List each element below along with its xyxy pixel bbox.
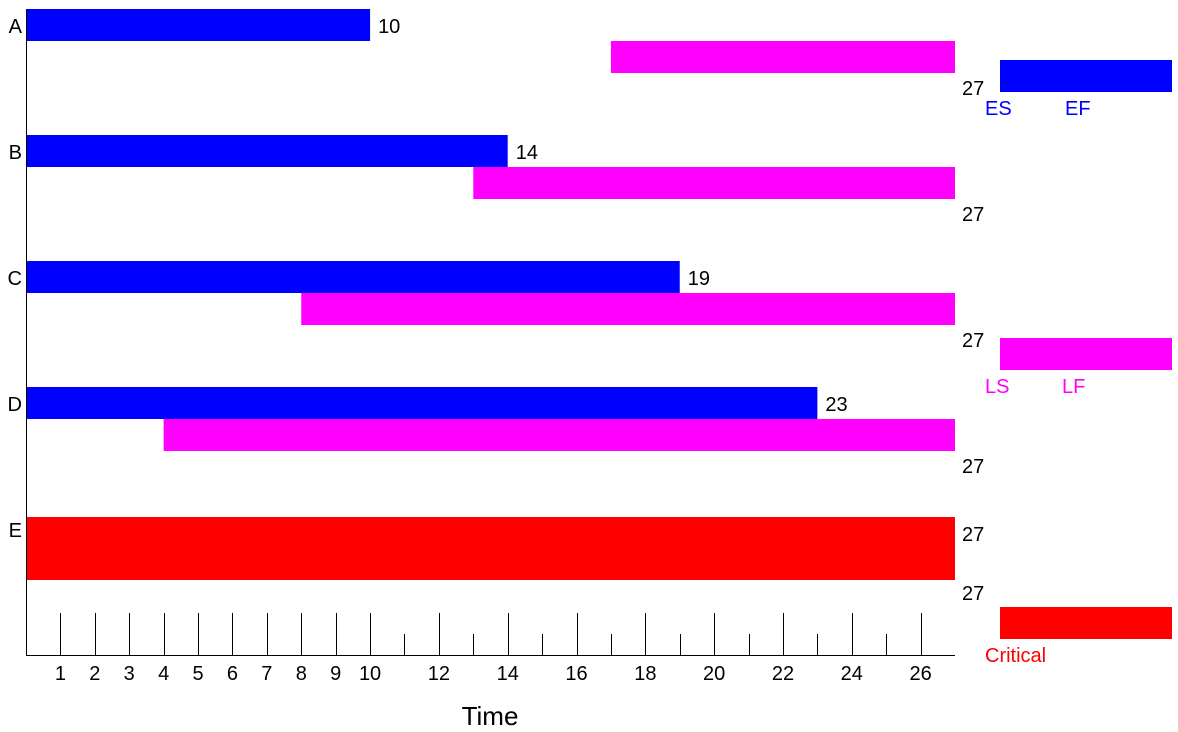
legend-ef-label: EF (1065, 98, 1091, 120)
legend-lf-label: LF (1062, 376, 1085, 398)
x-tick-label-2: 2 (89, 663, 100, 685)
early-bar-c (26, 261, 680, 293)
task-label-e: E (9, 520, 22, 542)
legend-critical-label: Critical (985, 645, 1046, 667)
x-tick-label-18: 18 (634, 663, 656, 685)
x-tick-label-16: 16 (565, 663, 587, 685)
x-tick-label-4: 4 (158, 663, 169, 685)
late-bar-c (301, 293, 955, 325)
x-tick-label-7: 7 (261, 663, 272, 685)
early-bar-a (26, 9, 371, 41)
x-tick-label-1: 1 (55, 663, 66, 685)
value-labels: A 10 27 B 14 27 C 19 27 D 23 27 E 27 27 (8, 16, 985, 605)
ef-label-e: 27 (962, 524, 984, 546)
lf-label-b: 27 (962, 204, 984, 226)
critical-bar-e (26, 517, 955, 580)
task-label-c: C (8, 268, 22, 290)
early-bar-b (26, 135, 508, 167)
x-tick-label-14: 14 (497, 663, 519, 685)
lf-label-a: 27 (962, 78, 984, 100)
legend-es-label: ES (985, 98, 1012, 120)
x-tick-label-22: 22 (772, 663, 794, 685)
lf-label-d: 27 (962, 456, 984, 478)
x-axis-label: Time (462, 701, 519, 731)
late-bar-d (163, 419, 955, 451)
legend-late-swatch (1000, 338, 1172, 370)
x-tick-label-10: 10 (359, 663, 381, 685)
x-tick-label-12: 12 (428, 663, 450, 685)
task-bars (26, 9, 955, 580)
early-bar-d (26, 387, 818, 419)
task-label-a: A (9, 16, 23, 38)
lf-label-c: 27 (962, 330, 984, 352)
legend-early-swatch (1000, 60, 1172, 92)
chart-axes (26, 10, 955, 656)
ef-label-a: 10 (378, 16, 400, 38)
x-tick-label-26: 26 (909, 663, 931, 685)
x-tick-label-9: 9 (330, 663, 341, 685)
x-tick-label-3: 3 (124, 663, 135, 685)
x-tick-label-20: 20 (703, 663, 725, 685)
ef-label-c: 19 (688, 268, 710, 290)
late-bar-b (473, 167, 955, 199)
legend-ls-label: LS (985, 376, 1009, 398)
x-tick-label-6: 6 (227, 663, 238, 685)
x-tick-label-8: 8 (296, 663, 307, 685)
legend: ES EF LS LF Critical (985, 60, 1172, 667)
x-tick-label-5: 5 (192, 663, 203, 685)
lf-label-e: 27 (962, 583, 984, 605)
task-label-b: B (9, 142, 22, 164)
ef-label-d: 23 (825, 394, 847, 416)
legend-critical-swatch (1000, 607, 1172, 639)
x-tick-label-24: 24 (841, 663, 863, 685)
task-label-d: D (8, 394, 22, 416)
ef-label-b: 14 (516, 142, 538, 164)
x-ticks: 1 2 3 4 5 6 7 8 9 10 12 14 16 18 20 22 24 26 (55, 613, 932, 685)
late-bar-a (610, 41, 955, 73)
